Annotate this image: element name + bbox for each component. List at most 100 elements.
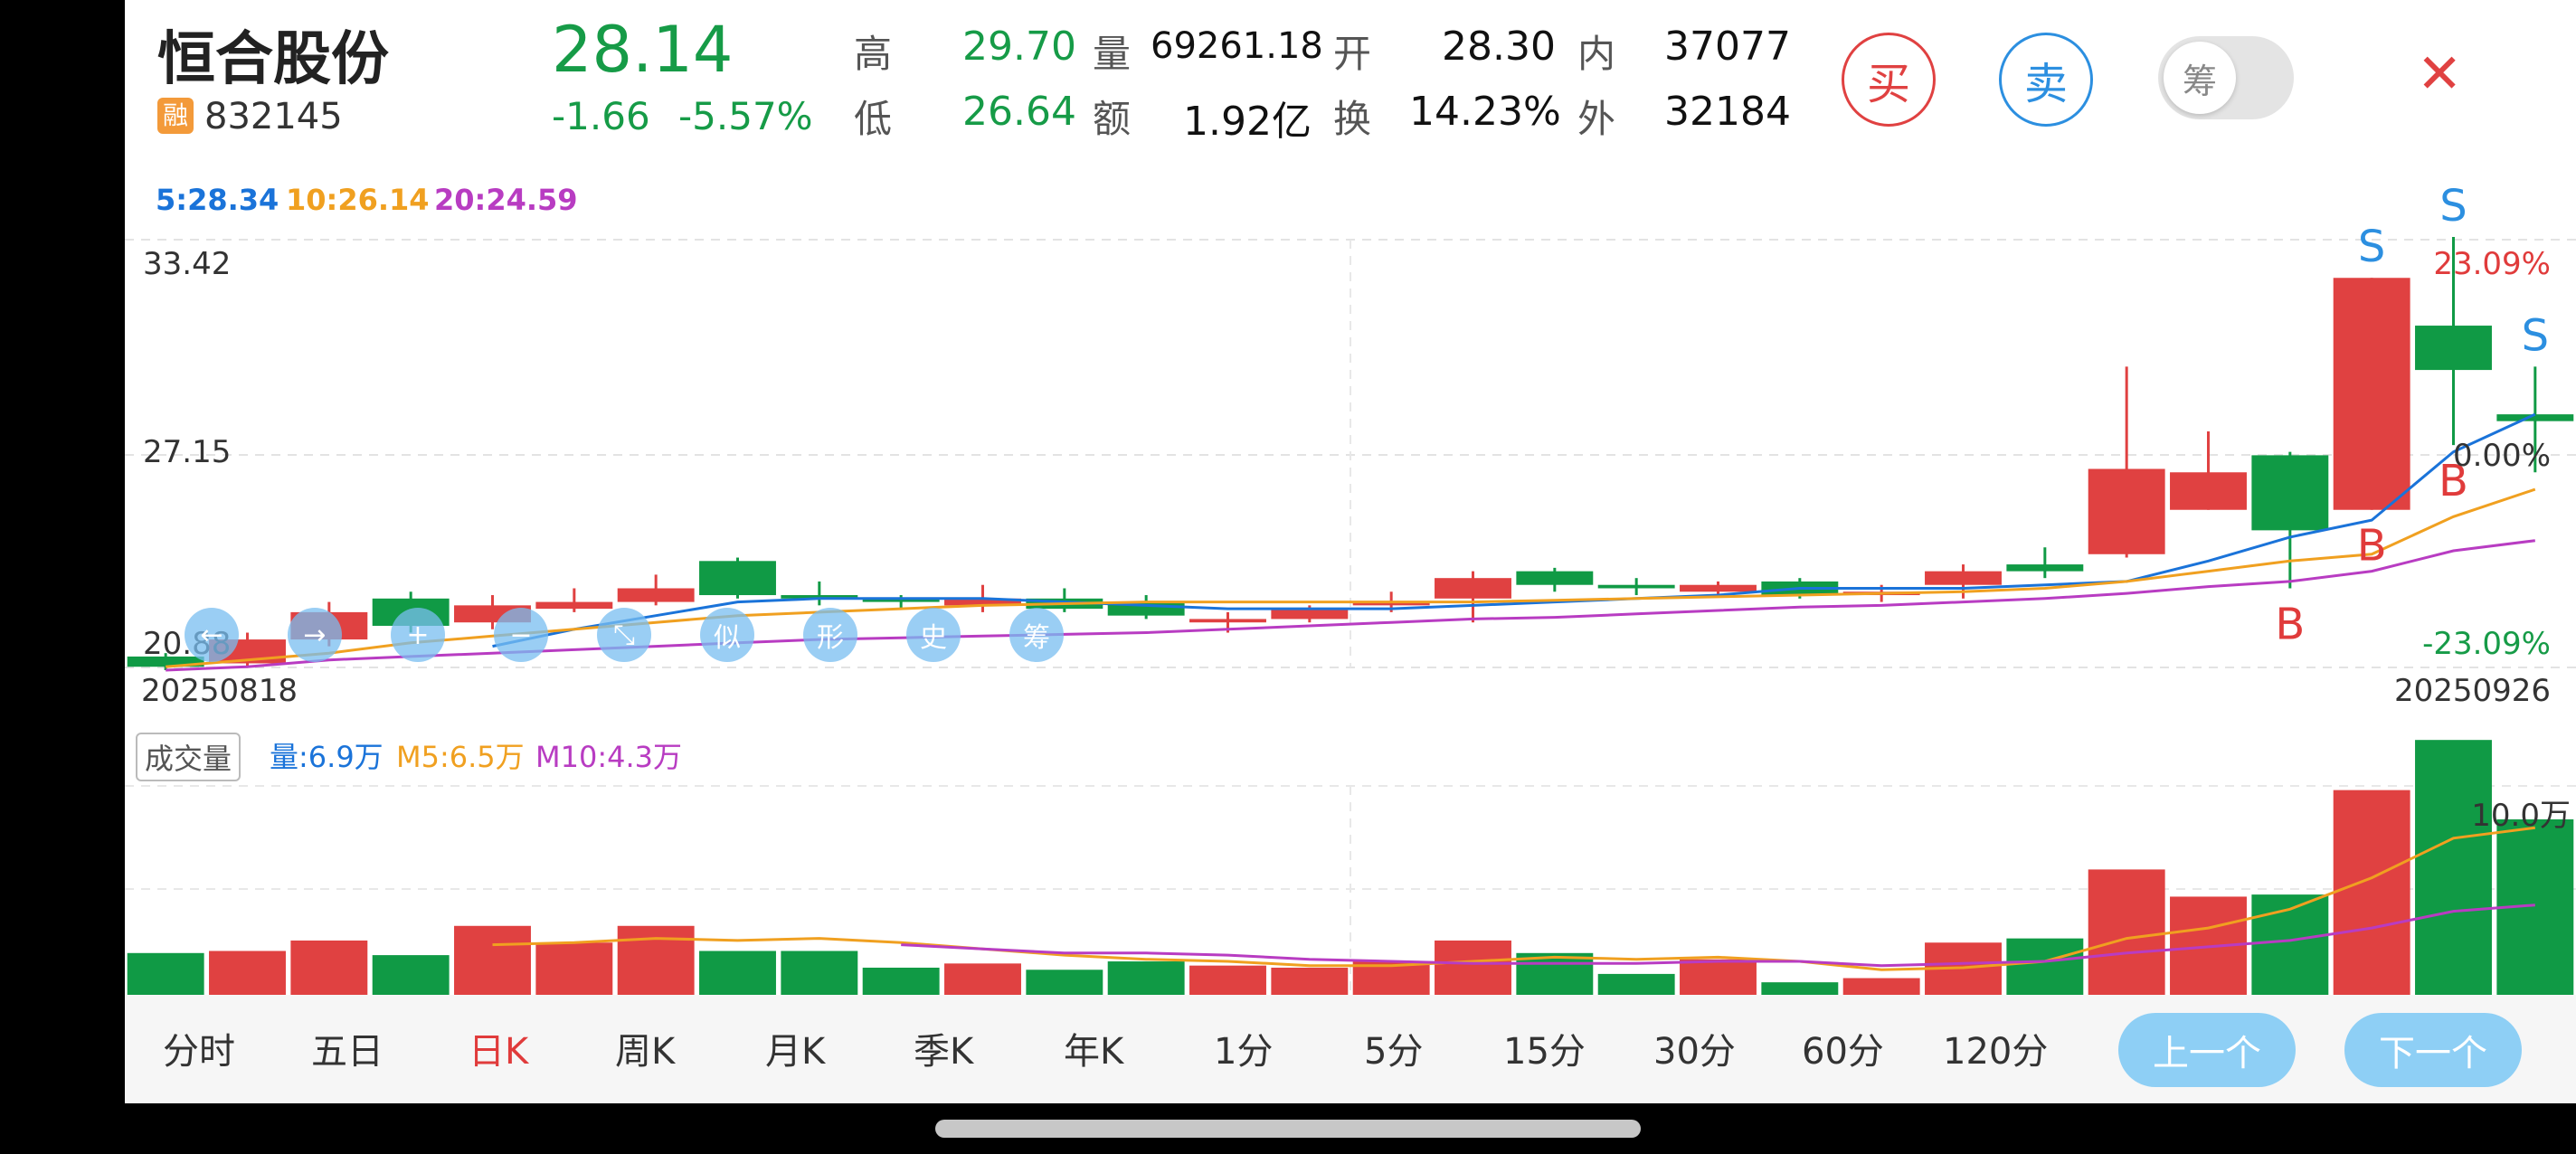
- candle-body: [2415, 326, 2492, 371]
- tab-60min[interactable]: 60分: [1802, 1031, 1884, 1073]
- candle-body: [2333, 278, 2410, 510]
- chart-tool-pattern[interactable]: 形: [803, 608, 857, 662]
- volume-value: 69261.18: [1151, 25, 1323, 67]
- chart-tool-left-icon[interactable]: ←: [185, 608, 239, 662]
- volume-bar: [372, 955, 450, 995]
- volume-bar: [1189, 965, 1266, 995]
- candle-body: [1189, 619, 1266, 623]
- volume-bar: [290, 940, 368, 995]
- prev-stock-button[interactable]: 上一个: [2118, 1013, 2296, 1087]
- turnover-label: 换: [1333, 97, 1372, 141]
- signals-layer: S S S B B B: [2275, 181, 2549, 650]
- volume-axis-top: 10.0万: [2471, 798, 2571, 834]
- high-value: 29.70: [962, 24, 1076, 70]
- stock-detail-screen: 恒合股份 融 832145 28.14 -1.66 -5.57% 高 29.70…: [125, 0, 2576, 1103]
- volume-bar: [1026, 970, 1103, 995]
- ma10-legend: 10:26.14: [286, 183, 430, 217]
- pct-axis-bottom: -23.09%: [2422, 626, 2551, 662]
- outer-value: 32184: [1664, 89, 1791, 135]
- ma10-line: [166, 487, 2536, 668]
- tab-15min[interactable]: 15分: [1503, 1031, 1586, 1073]
- volume-bar: [1435, 940, 1511, 995]
- low-value: 26.64: [962, 89, 1076, 135]
- current-price: 28.14: [552, 13, 734, 87]
- candle-body: [1271, 609, 1349, 620]
- next-stock-button[interactable]: 下一个: [2344, 1013, 2522, 1087]
- rong-badge: 融: [157, 98, 194, 134]
- volume-bar: [2415, 740, 2492, 995]
- candle-body: [535, 601, 613, 610]
- tab-120min[interactable]: 120分: [1943, 1031, 2049, 1073]
- volume-bar: [781, 951, 858, 995]
- volume-bar: [2088, 869, 2165, 995]
- stock-name: 恒合股份: [157, 26, 389, 93]
- volume-bar: [2251, 894, 2329, 995]
- candle-body: [862, 598, 940, 602]
- tab-intraday[interactable]: 分时: [163, 1031, 235, 1073]
- chart-tool-similar[interactable]: 似: [700, 608, 754, 662]
- chart-tool-history[interactable]: 史: [906, 608, 961, 662]
- candle-body: [1352, 601, 1430, 606]
- volume-bar: [617, 925, 695, 995]
- tab-five-day[interactable]: 五日: [311, 1031, 384, 1073]
- volume-m10-line: [901, 903, 2535, 968]
- tab-5min[interactable]: 5分: [1364, 1031, 1424, 1073]
- tab-daily-k[interactable]: 日K: [469, 1031, 529, 1073]
- chart-tool-right-icon[interactable]: →: [288, 608, 342, 662]
- low-label: 低: [854, 97, 893, 141]
- candle-body: [2251, 455, 2329, 531]
- pct-axis-top: 23.09%: [2433, 246, 2551, 282]
- tab-30min[interactable]: 30分: [1653, 1031, 1736, 1073]
- buy-signal: B: [2275, 599, 2305, 649]
- amount-label: 额: [1093, 97, 1132, 141]
- ma20-legend: 20:24.59: [434, 183, 578, 217]
- buy-signal: B: [2439, 456, 2468, 506]
- sell-signal: S: [2358, 222, 2385, 272]
- gesture-nav-bar[interactable]: [935, 1120, 1641, 1138]
- tab-yearly-k[interactable]: 年K: [1064, 1031, 1124, 1073]
- volume-bar: [1842, 978, 1920, 995]
- sell-signal: S: [2522, 310, 2549, 361]
- volume-bar: [1107, 961, 1185, 995]
- sell-button[interactable]: 卖: [1999, 33, 2093, 127]
- kline-chart[interactable]: S S S B B B: [125, 0, 2576, 995]
- amount-value: 1.92亿: [1183, 99, 1312, 145]
- chart-tool-zoom-in-icon[interactable]: +: [391, 608, 445, 662]
- tab-quarterly-k[interactable]: 季K: [914, 1031, 974, 1073]
- high-label: 高: [854, 32, 893, 76]
- inner-value: 37077: [1664, 24, 1791, 70]
- candle-body: [2170, 472, 2247, 510]
- buy-button[interactable]: 买: [1842, 33, 1936, 127]
- candle-body: [699, 561, 776, 596]
- stock-code: 832145: [204, 96, 343, 137]
- candle-body: [2006, 564, 2084, 572]
- sell-signal: S: [2439, 181, 2467, 232]
- date-end: 20250926: [2393, 673, 2551, 709]
- chart-tool-chips[interactable]: 筹: [1009, 608, 1064, 662]
- volume-ma-layer: [492, 826, 2535, 971]
- volume-bar: [1352, 961, 1430, 995]
- volume-bar: [127, 952, 204, 995]
- tab-weekly-k[interactable]: 周K: [615, 1031, 676, 1073]
- volume-m5-line: [492, 826, 2535, 971]
- candle-body: [2496, 414, 2574, 421]
- date-start: 20250818: [141, 673, 298, 709]
- ma20-line: [166, 539, 2535, 672]
- volume-bar: [1516, 952, 1594, 995]
- close-icon[interactable]: ✕: [2417, 43, 2463, 106]
- tab-monthly-k[interactable]: 月K: [765, 1031, 826, 1073]
- price-axis-top: 33.42: [143, 246, 232, 282]
- tab-1min[interactable]: 1分: [1214, 1031, 1274, 1073]
- price-change: -1.66: [552, 94, 650, 138]
- chart-tool-fullscreen-icon[interactable]: ⤡: [597, 608, 651, 662]
- pct-axis-mid: 0.00%: [2452, 438, 2551, 474]
- volume-bars-layer: [127, 740, 2574, 995]
- candle-body: [617, 588, 695, 602]
- volume-bar: [1271, 967, 1349, 995]
- inner-label: 内: [1577, 32, 1616, 76]
- chart-tool-zoom-out-icon[interactable]: −: [494, 608, 548, 662]
- chip-toggle[interactable]: 筹: [2158, 36, 2294, 119]
- volume-indicator-button[interactable]: 成交量: [136, 733, 242, 781]
- chip-toggle-knob: 筹: [2164, 42, 2236, 114]
- candle-body: [1925, 571, 2002, 585]
